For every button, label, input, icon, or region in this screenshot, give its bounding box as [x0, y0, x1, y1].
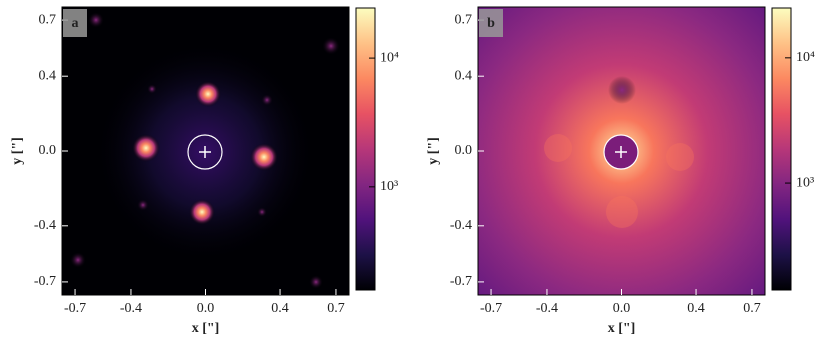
y-tick-label: -0.7 [450, 274, 472, 289]
panel-a-image [62, 7, 349, 295]
y-tick-label: 0.0 [455, 143, 473, 158]
x-tick-label: 0.4 [271, 301, 289, 316]
panel-label-box [63, 9, 87, 37]
y-tick-label: 0.0 [39, 143, 57, 158]
x-tick-label: -0.4 [536, 301, 558, 316]
y-tick-label: -0.4 [34, 218, 56, 233]
y-tick-label: 0.4 [455, 68, 473, 83]
colorbar-tick-label: 10⁴ [380, 50, 399, 65]
colorbar-tick-label: 10³ [796, 175, 814, 190]
x-tick-label: -0.4 [120, 301, 142, 316]
x-tick-label: -0.7 [480, 301, 502, 316]
panel-label: b [487, 16, 495, 31]
x-tick-label: 0.7 [743, 301, 761, 316]
x-tick-label: 0.7 [327, 301, 345, 316]
x-tick-label: -0.7 [64, 301, 86, 316]
y-axis-label: y ["] [10, 137, 25, 165]
colorbar [771, 7, 792, 291]
x-axis-label: x ["] [608, 321, 636, 336]
y-tick-label: 0.7 [39, 12, 57, 27]
colorbar-tick-label: 10³ [380, 179, 398, 194]
panel-b-image [478, 7, 765, 295]
panel-label: a [72, 16, 79, 31]
y-axis-label: y ["] [426, 137, 441, 165]
colorbar-tick-label: 10⁴ [796, 50, 815, 65]
y-tick-label: -0.4 [450, 218, 472, 233]
y-tick-label: 0.4 [39, 68, 57, 83]
x-axis-label: x ["] [192, 321, 220, 336]
panel-label-box [479, 9, 503, 37]
x-tick-label: 0.0 [613, 301, 631, 316]
y-tick-label: 0.7 [455, 12, 473, 27]
x-tick-label: 0.4 [687, 301, 705, 316]
y-tick-label: -0.7 [34, 274, 56, 289]
colorbar [355, 7, 376, 291]
x-tick-label: 0.0 [197, 301, 215, 316]
